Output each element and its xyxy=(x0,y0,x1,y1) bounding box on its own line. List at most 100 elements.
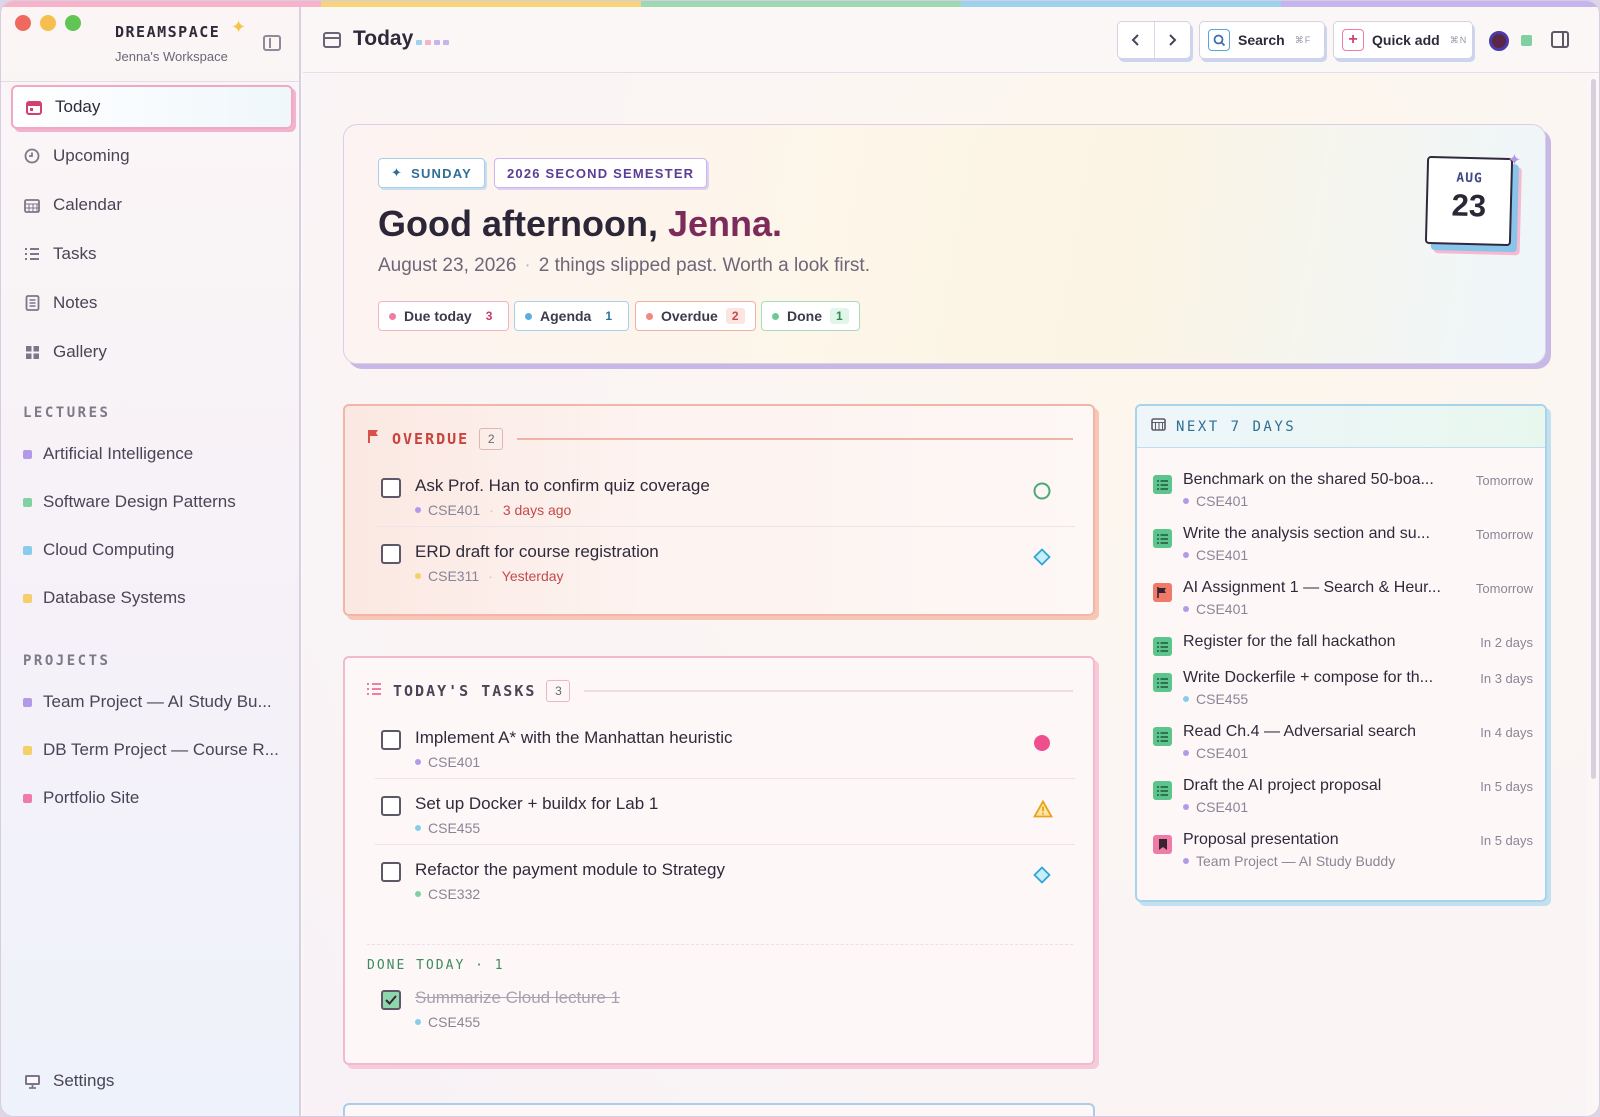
task-title: Summarize Cloud lecture 1 xyxy=(415,988,621,1007)
scrollbar[interactable] xyxy=(1591,79,1596,779)
divider xyxy=(367,944,1073,945)
upcoming-when: In 4 days xyxy=(1480,725,1533,740)
close-window-button[interactable] xyxy=(15,15,31,31)
upcoming-when: In 2 days xyxy=(1480,635,1533,650)
previous-day-button[interactable] xyxy=(1118,22,1154,58)
rainbow-strip xyxy=(1,1,1599,7)
status-indicator xyxy=(1521,35,1532,46)
color-swatch xyxy=(23,697,32,707)
upcoming-title: Benchmark on the shared 50-boa... xyxy=(1183,471,1434,488)
plus-icon: + xyxy=(1342,29,1364,51)
lecture-item-database-systems[interactable]: Database Systems xyxy=(23,574,293,622)
project-item-db-term-project[interactable]: DB Term Project — Course R... xyxy=(23,726,293,774)
todays-tasks-count: 3 xyxy=(546,680,571,702)
task-checkbox[interactable] xyxy=(381,478,401,498)
overdue-header: OVERDUE 2 xyxy=(367,428,1073,450)
task-checkbox[interactable] xyxy=(381,544,401,564)
overdue-label: OVERDUE xyxy=(392,430,470,448)
theme-toggle-icon[interactable] xyxy=(1489,31,1509,51)
flag-icon xyxy=(1153,583,1172,602)
lecture-label: Cloud Computing xyxy=(43,540,175,559)
next-7-days-label: NEXT 7 DAYS xyxy=(1176,418,1297,435)
maximize-window-button[interactable] xyxy=(65,15,81,31)
task-checkbox[interactable] xyxy=(381,862,401,882)
task-list-icon xyxy=(1153,781,1172,800)
pill-count: 1 xyxy=(605,309,613,323)
project-item-team-project[interactable]: Team Project — AI Study Bu... xyxy=(23,678,293,726)
nav-item-tasks[interactable]: Tasks xyxy=(11,232,293,276)
upcoming-when: In 3 days xyxy=(1480,671,1533,686)
lectures-section-label: LECTURES xyxy=(23,405,111,421)
due-today-pill[interactable]: Due today 3 xyxy=(378,301,510,331)
task-course: CSE455 xyxy=(428,820,481,836)
search-icon xyxy=(1208,29,1230,51)
collapse-sidebar-icon[interactable] xyxy=(263,35,281,51)
upcoming-meta: CSE401 xyxy=(1183,601,1248,617)
magic-wand-icon: ✦ xyxy=(231,17,247,37)
upcoming-course: CSE401 xyxy=(1196,601,1249,617)
calendar-grid-icon xyxy=(23,197,41,213)
upcoming-meta: Team Project — AI Study Buddy xyxy=(1183,853,1395,869)
nav-item-calendar[interactable]: Calendar xyxy=(11,183,293,227)
nav-item-notes[interactable]: Notes xyxy=(11,281,293,325)
sparkle-icon: ✦ xyxy=(1507,152,1522,170)
window-controls xyxy=(15,15,81,31)
upcoming-meta: CSE401 xyxy=(1183,799,1248,815)
task-course: CSE401 xyxy=(428,502,481,518)
lecture-item-artificial-intelligence[interactable]: Artificial Intelligence xyxy=(23,430,293,478)
lecture-item-software-design-patterns[interactable]: Software Design Patterns xyxy=(23,478,293,526)
upcoming-title: Draft the AI project proposal xyxy=(1183,777,1382,794)
agenda-pill[interactable]: Agenda 1 xyxy=(514,301,630,331)
task-course: CSE311 xyxy=(428,568,480,584)
task-due: 3 days ago xyxy=(502,502,572,518)
task-title: Ask Prof. Han to confirm quiz coverage xyxy=(415,476,710,495)
project-item-portfolio-site[interactable]: Portfolio Site xyxy=(23,774,293,822)
projects-section-label: PROJECTS xyxy=(23,653,111,669)
search-shortcut: ⌘F xyxy=(1294,34,1312,45)
task-meta: CSE401 xyxy=(415,754,480,770)
lecture-label: Software Design Patterns xyxy=(43,492,236,511)
pill-count: 2 xyxy=(725,308,745,324)
decorative-dots xyxy=(416,40,449,45)
next-day-button[interactable] xyxy=(1154,22,1190,58)
task-checkbox[interactable] xyxy=(381,796,401,816)
lecture-label: Database Systems xyxy=(43,588,186,607)
task-checkbox[interactable] xyxy=(381,730,401,750)
notebook-icon xyxy=(23,295,41,311)
nav-item-today[interactable]: Today xyxy=(11,85,293,129)
nav-item-upcoming[interactable]: Upcoming xyxy=(11,134,293,178)
overdue-count: 2 xyxy=(479,428,504,450)
calendar-icon xyxy=(25,99,43,115)
list-icon xyxy=(367,682,381,700)
nav-item-label: Tasks xyxy=(53,244,97,263)
done-pill[interactable]: Done 1 xyxy=(761,301,860,331)
minimize-window-button[interactable] xyxy=(40,15,56,31)
task-meta: CSE455 xyxy=(415,1014,480,1030)
upcoming-title: Register for the fall hackathon xyxy=(1183,633,1396,650)
pill-label: Due today xyxy=(404,308,472,324)
quick-add-button[interactable]: + Quick add ⌘N xyxy=(1333,21,1473,59)
task-course: CSE332 xyxy=(428,886,481,902)
settings-label: Settings xyxy=(53,1071,115,1090)
nav-item-label: Gallery xyxy=(53,342,107,361)
overdue-pill[interactable]: Overdue 2 xyxy=(635,301,756,331)
workspace-name[interactable]: Jenna's Workspace xyxy=(115,49,228,64)
day-chip: ✦ SUNDAY xyxy=(378,158,485,188)
task-checkbox-checked[interactable] xyxy=(381,990,401,1010)
toggle-right-panel-icon[interactable] xyxy=(1551,31,1569,48)
clock-icon xyxy=(23,148,41,164)
current-date: August 23, 2026 xyxy=(378,255,517,276)
upcoming-title: Write Dockerfile + compose for th... xyxy=(1183,669,1434,686)
color-swatch xyxy=(23,449,32,459)
settings-button[interactable]: Settings xyxy=(23,1071,114,1091)
app-brand: DREAMSPACE xyxy=(115,23,221,41)
project-label: Portfolio Site xyxy=(43,788,140,807)
sparkle-icon: ✦ xyxy=(391,165,404,180)
upcoming-title: Proposal presentation xyxy=(1183,831,1339,848)
search-button[interactable]: Search ⌘F xyxy=(1199,21,1325,59)
lecture-item-cloud-computing[interactable]: Cloud Computing xyxy=(23,526,293,574)
calendar-icon xyxy=(323,32,341,48)
task-title: Refactor the payment module to Strategy xyxy=(415,860,725,879)
nav-item-gallery[interactable]: Gallery xyxy=(11,330,293,374)
